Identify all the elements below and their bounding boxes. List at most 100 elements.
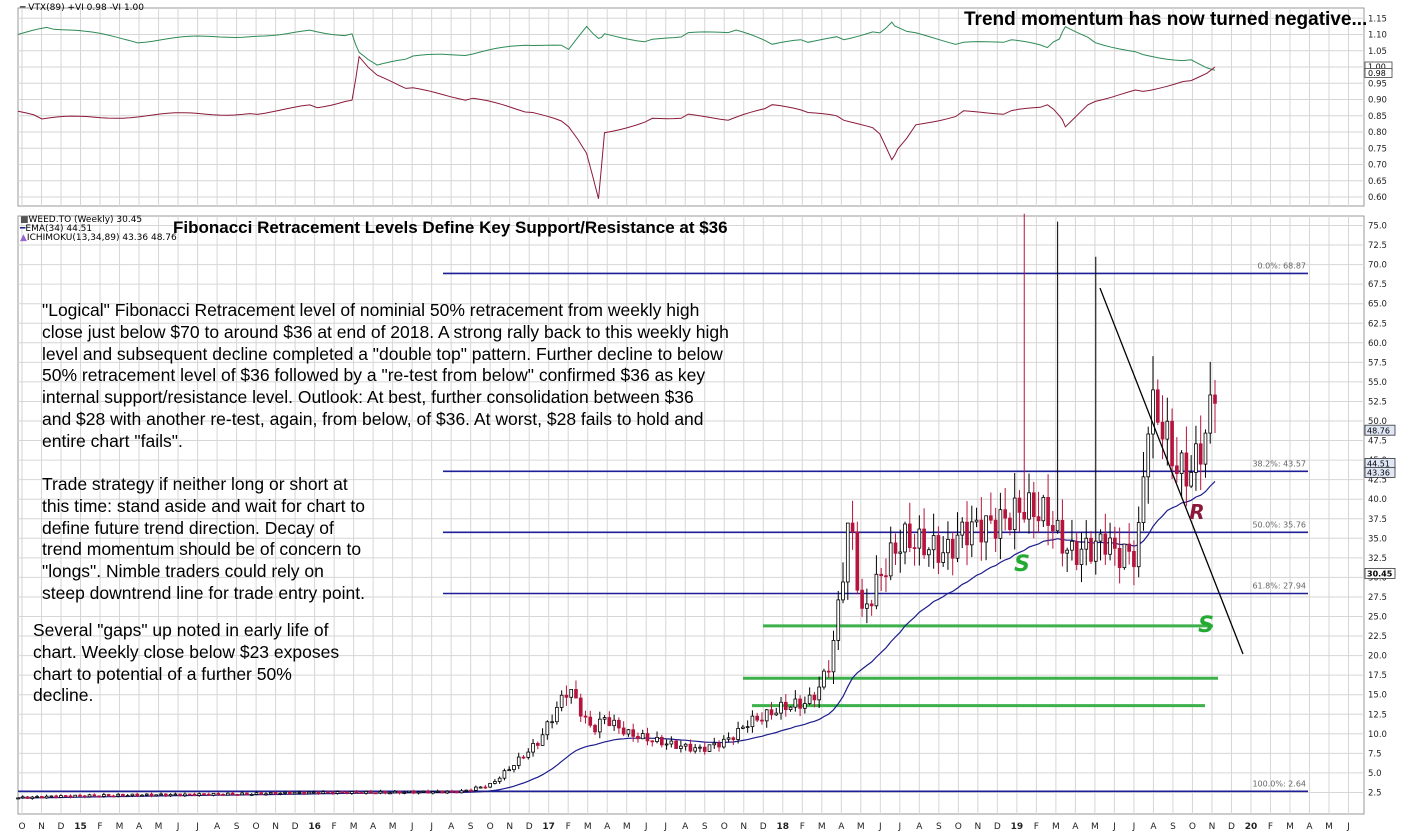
vortex-tick-label: 0.95 — [1368, 79, 1387, 89]
candle-body — [1051, 525, 1055, 532]
candle-body — [659, 736, 664, 746]
candle-body — [1132, 550, 1136, 568]
x-tick-label: M — [857, 822, 865, 832]
vortex-tick-label: 1.10 — [1368, 31, 1387, 41]
candle-body — [245, 792, 249, 795]
candle-body — [874, 573, 879, 607]
candle-body — [907, 523, 912, 549]
x-tick-label: M — [584, 822, 592, 832]
candle-body — [411, 790, 416, 794]
candle-body — [340, 791, 345, 794]
candle-body — [612, 719, 616, 727]
x-tick-label: N — [38, 822, 45, 832]
x-tick-label: S — [468, 822, 474, 832]
x-tick-label: N — [506, 822, 513, 832]
x-tick-label: N — [1209, 822, 1216, 832]
annotation-line: decline. — [33, 685, 94, 706]
candle-body — [1194, 443, 1198, 473]
x-tick-label: M — [623, 822, 631, 832]
candle-body — [206, 793, 211, 796]
candle-body — [273, 792, 278, 795]
candle-body — [416, 791, 421, 794]
annotation-line: and $28 with another re-test, again, fro… — [42, 409, 704, 429]
candle-body — [693, 747, 698, 752]
date-x-axis: O N D 15 F M A M J J A S O N D 16 F M A M J J A S O N D 17 F M A M J J A S O… — [18, 822, 1349, 832]
x-tick-label: N — [974, 822, 981, 832]
fib-level-label: 0.0%: 68.87 — [1258, 261, 1306, 270]
candle-body — [602, 717, 607, 720]
candle-body — [674, 740, 678, 749]
candle-body — [249, 793, 254, 796]
candle-body — [130, 793, 135, 797]
price-title: Fibonacci Retracement Levels Define Key … — [173, 218, 728, 237]
x-tick-label: M — [818, 822, 826, 832]
x-tick-label: M — [389, 822, 397, 832]
candle-body — [1198, 443, 1203, 465]
x-tick-label: F — [332, 822, 337, 832]
candle-body — [640, 733, 645, 740]
x-tick-label: D — [1228, 822, 1235, 832]
x-tick-label: M — [116, 822, 124, 832]
candle-body — [783, 701, 788, 711]
candle-body — [750, 715, 755, 728]
candle-body — [669, 740, 674, 745]
vortex-series — [17, 21, 1216, 199]
candle-body — [450, 790, 454, 793]
fib-level-label: 38.2%: 43.57 — [1252, 459, 1306, 468]
candle-body — [116, 793, 120, 797]
candle-body — [82, 795, 87, 798]
candle-body — [845, 522, 850, 583]
vortex-value-box — [1364, 68, 1393, 78]
candle-body — [16, 797, 20, 800]
candle-body — [1160, 421, 1165, 440]
candle-body — [1003, 509, 1007, 519]
candle-body — [912, 547, 917, 550]
candle-body — [655, 736, 659, 742]
vortex-tick-label: 0.85 — [1368, 112, 1387, 122]
candle-body — [140, 794, 144, 797]
candle-body — [192, 793, 197, 796]
candle-body — [1070, 540, 1074, 551]
candle-body — [59, 795, 63, 798]
candle-body — [316, 791, 321, 794]
candle-body — [54, 795, 58, 798]
candle-body — [459, 790, 464, 794]
candle-body — [40, 795, 44, 799]
candle-body — [30, 796, 35, 799]
candle-body — [78, 794, 82, 797]
candle-body — [712, 742, 717, 746]
candle-body — [1017, 497, 1022, 513]
candle-body — [106, 794, 111, 797]
candle-body — [483, 786, 488, 789]
x-tick-label: J — [1346, 822, 1350, 832]
x-tick-label: J — [878, 822, 882, 832]
candle-body — [721, 738, 726, 748]
x-tick-label: D — [292, 822, 299, 832]
x-tick-label: J — [429, 822, 433, 832]
annotation-line: steep downtrend line for trade entry poi… — [42, 583, 365, 603]
vortex-tick-label: 0.70 — [1368, 161, 1387, 171]
candle-body — [149, 793, 154, 797]
price-tick-label: 75.0 — [1368, 222, 1387, 232]
price-tick-label: 65.0 — [1368, 300, 1387, 310]
candle-body — [583, 715, 588, 718]
candle-body — [330, 791, 335, 794]
candle-body — [144, 793, 149, 796]
candle-body — [469, 789, 473, 792]
candle-body — [965, 521, 969, 546]
candle-body — [369, 791, 373, 794]
candle-body — [1089, 537, 1093, 562]
annotation-line: 50% retracement level of $36 followed by… — [42, 365, 706, 386]
candle-body — [1098, 533, 1103, 542]
candle-body — [407, 790, 411, 793]
candle-body — [173, 793, 178, 796]
candle-body — [1146, 433, 1151, 478]
price-tick-label: 32.5 — [1368, 554, 1387, 564]
candle-body — [435, 790, 440, 793]
candle-body — [373, 792, 378, 795]
candle-body — [927, 549, 931, 556]
x-tick-label: A — [448, 822, 455, 832]
price-badge-label: 30.45 — [1367, 569, 1393, 578]
candle-body — [1036, 516, 1041, 522]
candle-body — [512, 765, 516, 771]
